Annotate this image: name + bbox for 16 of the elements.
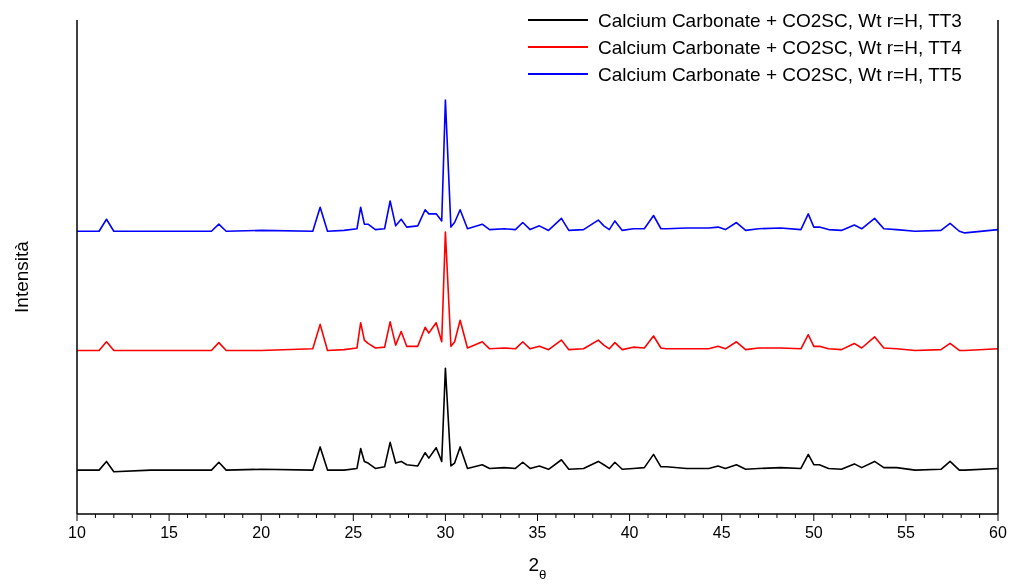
- legend-label: Calcium Carbonate + CO2SC, Wt r=H, TT3: [598, 10, 962, 31]
- x-tick-label: 50: [804, 524, 823, 541]
- x-axis-title: 2$_{θ}$: [528, 554, 547, 582]
- x-tick-label: 35: [528, 524, 547, 541]
- x-tick-label: 55: [897, 524, 915, 541]
- x-tick-label: 40: [620, 524, 639, 541]
- x-tick-label: 20: [252, 524, 271, 541]
- x-tick-label: 60: [989, 524, 1007, 541]
- y-axis-title: Intensità: [11, 240, 32, 313]
- legend-label: Calcium Carbonate + CO2SC, Wt r=H, TT5: [598, 64, 962, 85]
- x-tick-label: 45: [712, 524, 731, 541]
- x-tick-label: 25: [344, 524, 363, 541]
- x-tick-label: 15: [160, 524, 179, 541]
- legend-label: Calcium Carbonate + CO2SC, Wt r=H, TT4: [598, 37, 963, 58]
- x-tick-label: 10: [68, 524, 86, 541]
- x-tick-label: 30: [436, 524, 455, 541]
